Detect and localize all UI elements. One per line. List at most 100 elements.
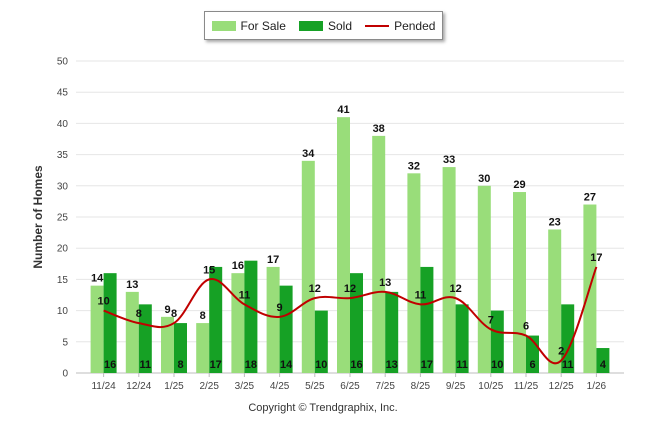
legend-entry-for-sale[interactable]: For Sale bbox=[211, 18, 286, 33]
data-label-for-sale: 38 bbox=[373, 123, 385, 135]
data-label-for-sale: 9 bbox=[164, 304, 170, 316]
legend-label-for-sale: For Sale bbox=[240, 18, 286, 33]
bar-sold bbox=[209, 266, 223, 373]
y-tick-label: 20 bbox=[57, 244, 69, 255]
data-label-sold: 8 bbox=[177, 359, 183, 371]
bar-sold bbox=[244, 260, 258, 373]
x-tick-label: 3/25 bbox=[235, 381, 255, 392]
legend-swatch-for-sale bbox=[211, 20, 236, 31]
data-label-for-sale: 34 bbox=[302, 148, 315, 160]
bar-for-sale bbox=[477, 185, 491, 373]
y-tick-label: 35 bbox=[57, 150, 69, 161]
bar-sold bbox=[490, 310, 504, 373]
x-tick-label: 12/25 bbox=[549, 381, 574, 392]
legend-label-pended: Pended bbox=[394, 18, 436, 33]
bar-for-sale bbox=[337, 117, 350, 373]
data-label-sold: 11 bbox=[562, 359, 574, 371]
data-label-for-sale: 32 bbox=[408, 160, 420, 172]
y-tick-label: 5 bbox=[62, 337, 68, 348]
x-tick-label: 1/26 bbox=[587, 381, 607, 392]
data-label-for-sale: 8 bbox=[200, 310, 206, 322]
y-axis-label: Number of Homes bbox=[31, 165, 45, 269]
x-tick-label: 11/25 bbox=[514, 381, 539, 392]
bar-sold bbox=[314, 310, 328, 373]
x-tick-label: 10/25 bbox=[478, 381, 503, 392]
data-label-sold: 10 bbox=[491, 359, 503, 371]
data-label-sold: 10 bbox=[315, 359, 327, 371]
data-label-sold: 17 bbox=[210, 359, 222, 371]
bar-for-sale bbox=[407, 173, 421, 373]
data-label-pended: 11 bbox=[239, 289, 251, 301]
data-label-pended: 9 bbox=[277, 302, 283, 314]
data-label-sold: 14 bbox=[280, 359, 293, 371]
y-tick-label: 30 bbox=[57, 181, 69, 192]
copyright-footer: Copyright © Trendgraphix, Inc. bbox=[248, 402, 398, 414]
bar-sold bbox=[103, 273, 117, 373]
data-label-pended: 12 bbox=[309, 283, 321, 295]
legend-entry-sold[interactable]: Sold bbox=[298, 18, 352, 33]
legend: For Sale Sold Pended bbox=[204, 11, 443, 40]
data-label-for-sale: 13 bbox=[126, 279, 138, 291]
bar-sold bbox=[174, 323, 187, 373]
bar-sold bbox=[455, 304, 469, 373]
data-label-sold: 16 bbox=[350, 359, 362, 371]
data-label-pended: 17 bbox=[590, 252, 602, 264]
legend-swatch-sold bbox=[298, 20, 323, 31]
pended-line bbox=[103, 266, 598, 365]
bar-for-sale bbox=[266, 266, 280, 373]
legend-label-sold: Sold bbox=[327, 18, 352, 33]
data-label-pended: 8 bbox=[136, 308, 142, 320]
data-label-pended: 15 bbox=[203, 264, 215, 276]
data-label-sold: 11 bbox=[456, 359, 468, 371]
x-tick-label: 5/25 bbox=[305, 381, 325, 392]
y-tick-label: 10 bbox=[57, 306, 69, 317]
bar-for-sale bbox=[231, 273, 245, 373]
data-label-sold: 11 bbox=[139, 359, 151, 371]
x-tick-label: 7/25 bbox=[375, 381, 395, 392]
x-tick-label: 6/25 bbox=[340, 381, 360, 392]
bar-for-sale bbox=[161, 316, 174, 373]
x-tick-label: 1/25 bbox=[164, 381, 184, 392]
bar-for-sale bbox=[513, 192, 526, 373]
bar-sold bbox=[420, 266, 434, 373]
data-label-sold: 18 bbox=[245, 359, 257, 371]
data-label-sold: 17 bbox=[421, 359, 433, 371]
data-label-for-sale: 30 bbox=[478, 173, 490, 185]
bar-for-sale bbox=[196, 323, 210, 373]
data-label-sold: 13 bbox=[386, 359, 398, 371]
data-label-for-sale: 23 bbox=[549, 216, 561, 228]
data-label-pended: 11 bbox=[415, 289, 427, 301]
data-label-pended: 2 bbox=[558, 346, 564, 358]
data-label-for-sale: 29 bbox=[513, 179, 525, 191]
data-label-pended: 12 bbox=[449, 283, 461, 295]
bar-for-sale bbox=[90, 285, 104, 373]
bar-sold bbox=[279, 285, 293, 373]
bar-for-sale bbox=[442, 167, 456, 373]
legend-swatch-pended bbox=[365, 24, 390, 27]
data-label-pended: 7 bbox=[488, 314, 494, 326]
data-label-for-sale: 16 bbox=[232, 260, 244, 272]
bar-for-sale bbox=[301, 160, 315, 373]
bar-sold bbox=[596, 348, 610, 373]
data-label-pended: 12 bbox=[344, 283, 356, 295]
data-label-sold: 4 bbox=[600, 359, 607, 371]
bar-for-sale bbox=[125, 291, 139, 373]
bar-for-sale bbox=[548, 229, 562, 373]
data-label-pended: 13 bbox=[379, 277, 391, 289]
data-label-pended: 6 bbox=[523, 321, 529, 333]
data-label-pended: 8 bbox=[171, 308, 177, 320]
x-tick-label: 2/25 bbox=[199, 381, 219, 392]
data-label-for-sale: 14 bbox=[91, 273, 104, 285]
y-tick-label: 0 bbox=[62, 369, 68, 380]
legend-entry-pended[interactable]: Pended bbox=[365, 19, 435, 33]
y-tick-label: 40 bbox=[57, 119, 69, 130]
bar-for-sale bbox=[372, 135, 386, 373]
data-label-for-sale: 27 bbox=[584, 192, 596, 204]
data-label-sold: 6 bbox=[529, 359, 535, 371]
y-tick-label: 25 bbox=[57, 213, 69, 224]
x-tick-label: 11/24 bbox=[91, 381, 116, 392]
y-tick-label: 15 bbox=[57, 275, 69, 286]
y-tick-label: 50 bbox=[57, 57, 69, 68]
data-label-for-sale: 41 bbox=[337, 104, 349, 116]
